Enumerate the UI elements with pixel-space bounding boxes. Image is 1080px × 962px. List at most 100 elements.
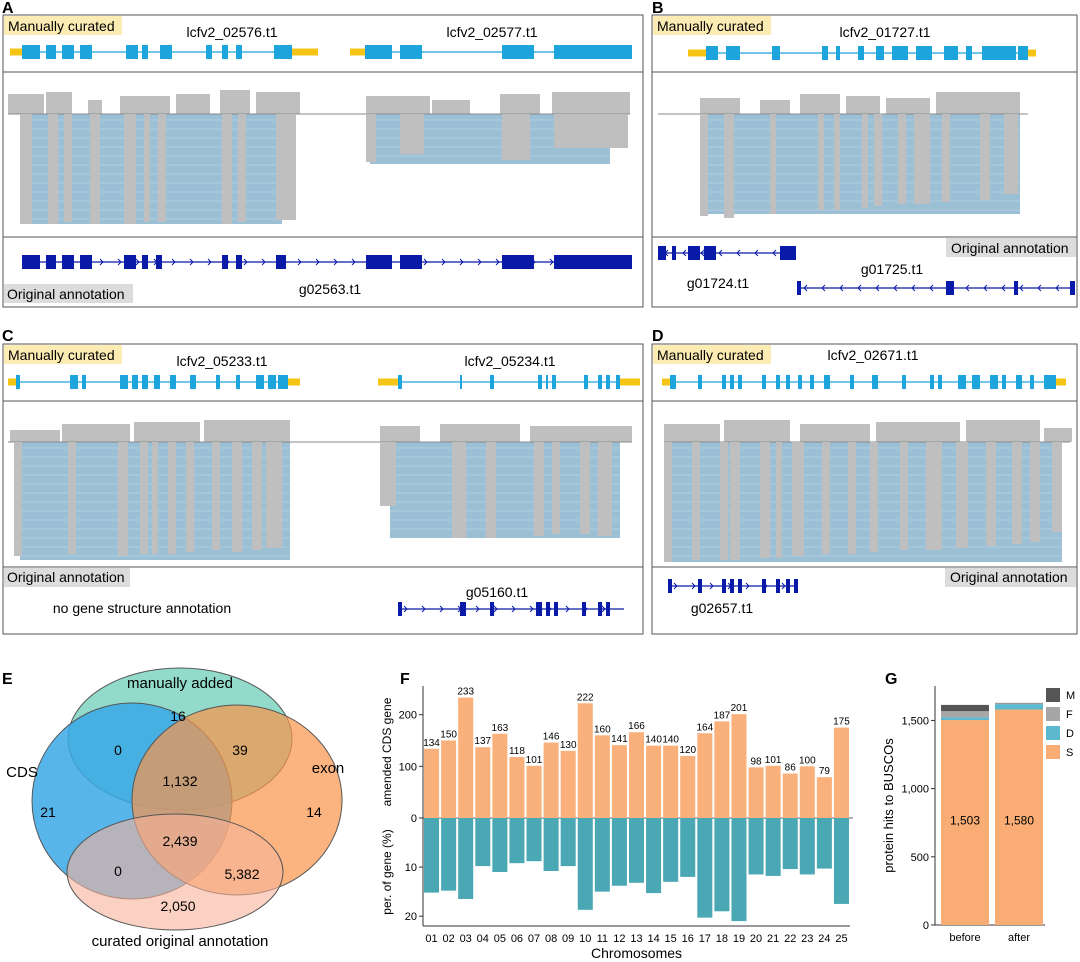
original-annotation-track [668, 579, 798, 593]
venn-count: 39 [232, 742, 248, 758]
bar-percent-20 [748, 818, 764, 875]
exon-block [154, 375, 160, 389]
exon-block [722, 375, 726, 389]
strand-arrow [601, 605, 606, 613]
strand-arrow [207, 258, 212, 266]
exon-block [222, 45, 228, 59]
orig-exon-block [946, 281, 954, 295]
stack-F-after [995, 703, 1043, 705]
orig-exon-block [502, 255, 534, 269]
strand-arrow [189, 258, 194, 266]
x-tick-label: 17 [699, 933, 711, 945]
orig-label: Original annotation [7, 286, 125, 302]
bar-percent-11 [594, 818, 610, 892]
exon-block [132, 375, 138, 389]
legend-swatch-D [1046, 726, 1060, 740]
exon-read-column [834, 114, 840, 210]
exon-read-column [692, 442, 700, 560]
exon-read-column [20, 114, 32, 224]
bar-value-label: 79 [819, 766, 831, 777]
exon-read-column [186, 442, 194, 552]
bar-value-label: 233 [457, 687, 474, 698]
venn-count: 21 [40, 804, 56, 820]
x-tick-label: 14 [647, 933, 659, 945]
orig-label: Original annotation [951, 240, 1069, 256]
exon-read-column [1030, 442, 1040, 542]
exon-read-column [862, 114, 868, 208]
exon-block [278, 375, 288, 389]
exon-block [966, 46, 972, 60]
strand-arrow [511, 605, 516, 613]
orig-exon-block [46, 255, 56, 269]
bar-amended-21 [765, 765, 781, 818]
panel-d: D Manually curated lcfv2_02671.t1 Origin… [651, 328, 1078, 635]
bar-percent-08 [543, 818, 559, 872]
x-tick-label: 21 [767, 933, 779, 945]
bar-amended-11 [594, 735, 610, 818]
exon-read-column [64, 114, 72, 222]
exon-read-column [266, 442, 282, 548]
exon-read-column [942, 114, 950, 202]
bar-amended-10 [577, 703, 593, 818]
strand-arrow [333, 258, 338, 266]
exon-read-column [48, 114, 58, 224]
exon-block [606, 375, 610, 389]
strand-arrow [117, 258, 122, 266]
curated-label: Manually curated [8, 18, 115, 34]
exon-block [772, 46, 780, 60]
panel-letter-a: A [2, 0, 14, 17]
exon-block [944, 46, 958, 60]
bar-amended-04 [475, 747, 491, 818]
coverage-stack [380, 426, 420, 442]
strand-arrow [718, 249, 723, 257]
y-tick-label: 0 [411, 813, 417, 825]
exon-read-column [252, 442, 262, 550]
orig-label: Original annotation [950, 569, 1068, 585]
strand-arrow [839, 284, 844, 292]
original-annotation-track [658, 246, 1075, 295]
read-alignment-track [658, 92, 1028, 218]
exon-read-column [956, 442, 968, 548]
panel-d-frame [651, 343, 1078, 635]
bar-percent-10 [577, 818, 593, 910]
read-alignment-track [8, 420, 632, 560]
x-tick-label: 24 [818, 933, 830, 945]
utr-block [350, 48, 365, 56]
exon-block [62, 45, 74, 59]
orig-exon-block [780, 246, 796, 260]
exon-block [142, 45, 148, 59]
orig-gene-label: g05160.t1 [466, 584, 528, 600]
exon-block [398, 375, 402, 389]
strand-arrow [475, 605, 480, 613]
coverage-stack [62, 424, 130, 442]
orig-exon-block [1014, 281, 1018, 295]
venn-set-label: curated original annotation [92, 933, 269, 950]
coverage-stack [846, 96, 880, 114]
exon-block [142, 375, 148, 389]
curated-label: Manually curated [657, 18, 764, 34]
orig-exon-block [606, 602, 610, 616]
exon-read-column [730, 442, 740, 560]
orig-exon-block [80, 255, 92, 269]
bar-percent-17 [697, 818, 713, 918]
x-tick-label: 15 [665, 933, 677, 945]
x-tick-label: 02 [442, 933, 454, 945]
exon-read-column [554, 114, 628, 148]
x-tick-label: 12 [613, 933, 625, 945]
bar-amended-07 [526, 765, 542, 818]
bar-value-label: 140 [645, 735, 662, 746]
bar-value-label: 201 [731, 703, 748, 714]
bar-percent-23 [799, 818, 815, 875]
bar-percent-22 [782, 818, 798, 870]
exon-block [190, 375, 196, 389]
orig-exon-block [554, 602, 558, 616]
x-tick-label: after [1008, 932, 1030, 944]
venn-count: 2,050 [160, 898, 195, 914]
bar-amended-25 [833, 727, 849, 818]
chart-g: 1,503 before 1,580 after 0 500 1,000 1,500 prote… [881, 686, 1075, 944]
coverage-stack [800, 424, 870, 442]
strand-arrow [261, 258, 266, 266]
panel-letter-e: E [2, 671, 13, 688]
strand-arrow [803, 284, 808, 292]
exon-block [274, 45, 292, 59]
